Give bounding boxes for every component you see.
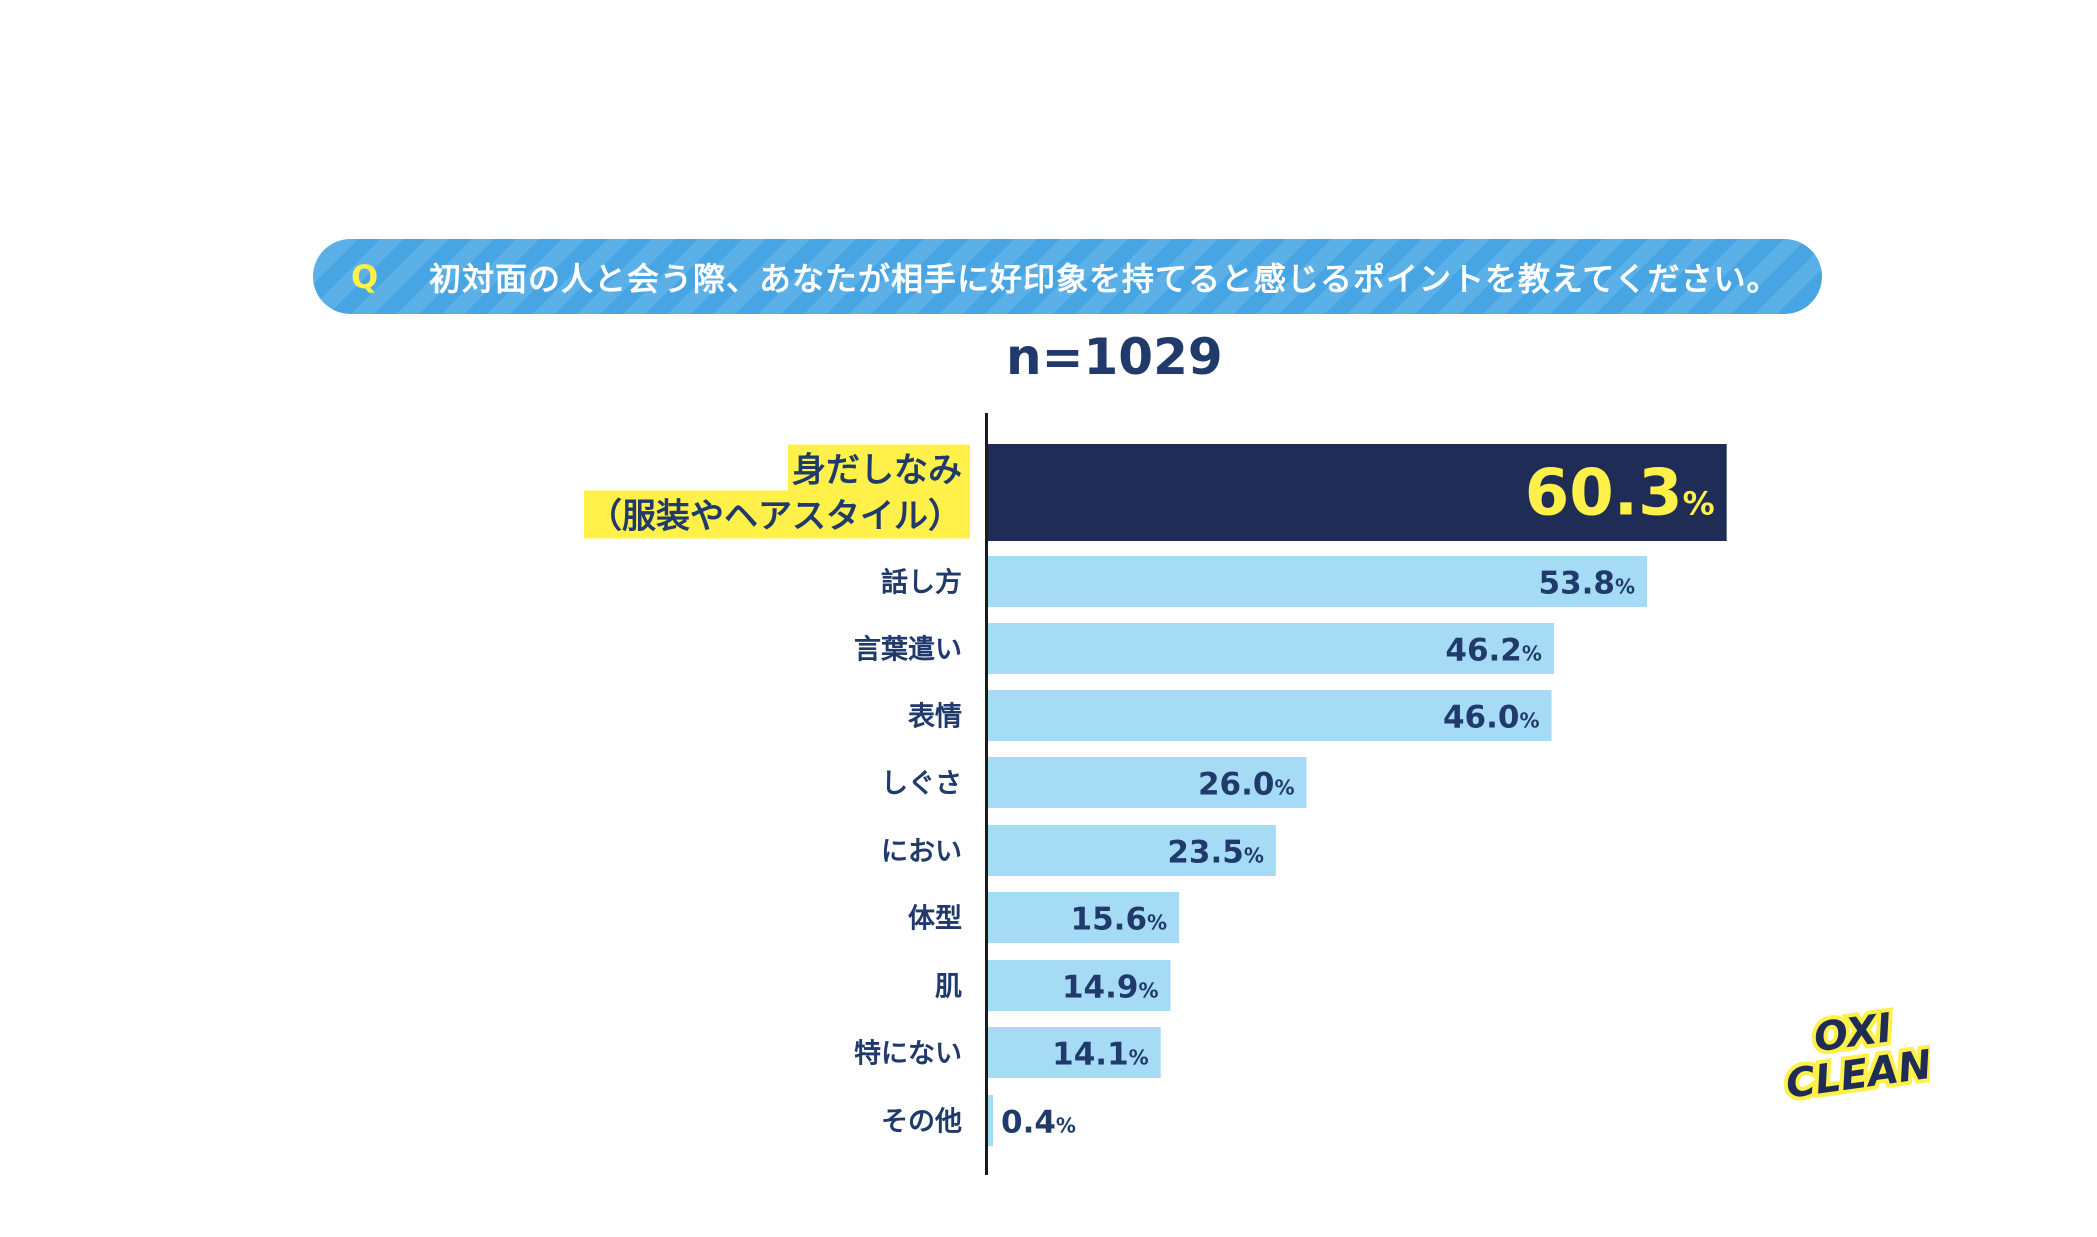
question-banner: Q 初対面の人と会う際、あなたが相手に好印象を持てると感じるポイントを教えてくだ… xyxy=(313,239,1822,314)
question-mark: Q xyxy=(351,257,379,296)
value-label-0: 60.3% xyxy=(1525,457,1715,531)
bar-2 xyxy=(988,623,1554,674)
bar-4 xyxy=(988,757,1307,808)
category-label-3: 表情 xyxy=(908,702,962,733)
bar-7 xyxy=(988,960,1171,1011)
bar-1 xyxy=(988,556,1648,607)
category-label-9: その他 xyxy=(881,1107,962,1138)
bar-6 xyxy=(988,892,1180,943)
category-label-5: におい xyxy=(881,837,962,868)
category-label-0-0: 身だしなみ xyxy=(792,451,962,491)
svg-text:CLEAN: CLEAN xyxy=(1783,1042,1930,1104)
bar-3 xyxy=(988,690,1552,741)
axis-line xyxy=(985,413,988,1175)
svg-text:OXI: OXI xyxy=(1811,1005,1895,1061)
category-label-1: 話し方 xyxy=(881,567,962,599)
category-label-2: 言葉遣い xyxy=(854,635,962,666)
category-label-0-1: （服装やヘアスタイル） xyxy=(588,497,962,537)
oxiclean-logo: OXI CLEAN xyxy=(1782,1004,1930,1104)
sample-size: n=1029 xyxy=(1006,328,1223,386)
bar-8 xyxy=(988,1027,1161,1078)
category-label-4: しぐさ xyxy=(881,769,962,800)
value-label-9: 0.4% xyxy=(1001,1105,1076,1141)
category-label-7: 肌 xyxy=(935,972,962,1003)
category-highlight-0-0 xyxy=(788,444,970,493)
bar-0 xyxy=(988,444,1727,541)
value-label-2: 46.2% xyxy=(1445,633,1542,669)
category-highlight-0-1 xyxy=(584,490,970,539)
category-label-8: 特にない xyxy=(854,1039,962,1070)
bar-5 xyxy=(988,825,1276,876)
bar-9 xyxy=(988,1095,993,1146)
question-text: 初対面の人と会う際、あなたが相手に好印象を持てると感じるポイントを教えてください… xyxy=(429,259,1780,298)
category-label-6: 体型 xyxy=(908,904,962,935)
